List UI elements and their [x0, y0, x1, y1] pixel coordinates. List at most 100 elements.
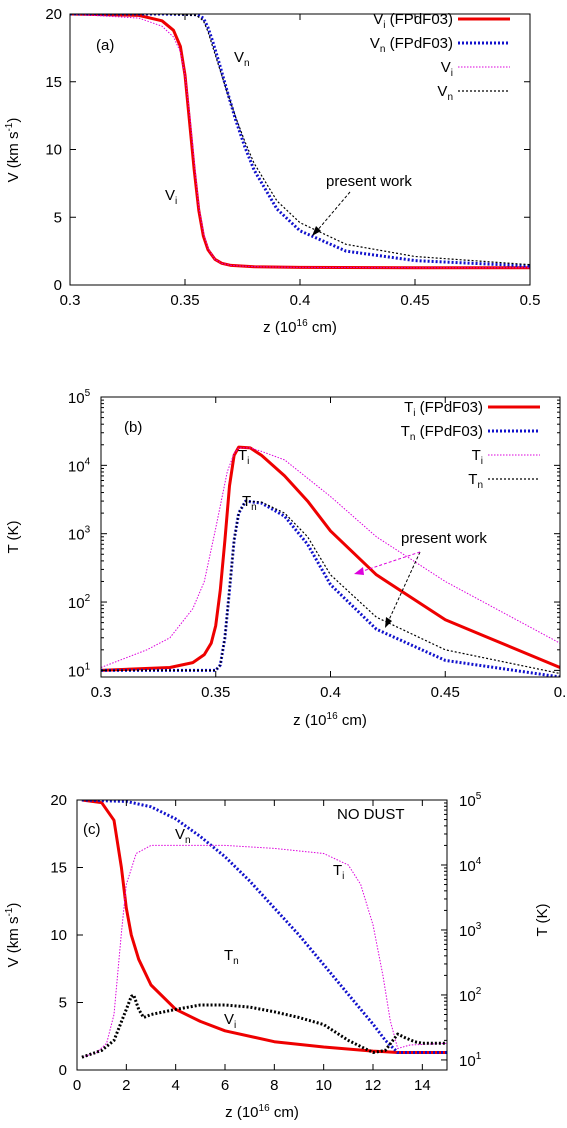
series-tn	[81, 993, 447, 1059]
tick-exp: 3	[85, 525, 91, 536]
x-label-text: z (10	[263, 319, 296, 336]
label-vi-sub: i	[234, 1020, 236, 1031]
series-ti-present	[101, 447, 560, 668]
series-vn	[81, 800, 447, 1054]
legend-entry-2-base: T	[401, 423, 410, 440]
x-tick-label: 0.35	[170, 292, 199, 309]
label-vn-base: V	[234, 49, 244, 66]
panel-a-frame	[69, 13, 531, 286]
x-tick-label: 0.35	[201, 684, 230, 701]
series-tn-fpdf03	[101, 499, 560, 677]
label-vi-base: V	[224, 1011, 234, 1028]
x-tick-label: 0.4	[290, 292, 311, 309]
x-tick-label: 8	[270, 1077, 278, 1094]
x-tick-label: 6	[221, 1077, 229, 1094]
legend-entry-3-base: V	[441, 59, 451, 76]
label-vi: Vi	[224, 1011, 236, 1031]
x-axis-label: z (1016 cm)	[225, 1103, 299, 1121]
tick-exp: 2	[85, 593, 91, 604]
label-vn-sub: n	[244, 58, 250, 69]
x-axis-label: z (1016 cm)	[293, 711, 367, 729]
x-tick-label: 0.3	[60, 292, 81, 309]
series-vi	[81, 800, 447, 1054]
legend-entry-1-base: T	[404, 399, 413, 416]
y-axis-label: V (km s-1)	[4, 903, 22, 968]
x-tick-label: 0.	[554, 684, 567, 701]
legend-entry-2-rest: (FPdF03)	[415, 423, 483, 440]
y2-tick-label: 101	[459, 1051, 482, 1070]
y2-axis-label: T (K)	[534, 903, 551, 936]
x-tick-label: 0.45	[431, 684, 460, 701]
y2-tick-label: 102	[459, 986, 482, 1005]
x-label-unit: cm)	[270, 1104, 299, 1121]
legend-entry-1-sub: i	[413, 408, 415, 419]
label-ti: Ti	[238, 447, 249, 467]
x-label-sup: 16	[327, 711, 339, 722]
legend-entry-4-sub: n	[447, 92, 453, 103]
y-tick-label: 104	[68, 456, 91, 475]
x-label-text: z (10	[293, 712, 326, 729]
y-tick-label: 5	[59, 995, 67, 1012]
legend-entry-1-rest: (FPdF03)	[415, 399, 483, 416]
y-tick-label: 20	[50, 792, 67, 809]
tick-exp: 4	[85, 456, 91, 467]
x-label-sup: 16	[259, 1103, 271, 1114]
tick-exp: 3	[476, 921, 482, 932]
y-label-end: )	[5, 903, 22, 908]
panel-b-frame	[100, 396, 561, 678]
label-tn-sub: n	[251, 502, 257, 513]
label-present-work: present work	[326, 173, 412, 190]
y-tick-label: 0	[59, 1062, 67, 1079]
tick-exp: 4	[476, 856, 482, 867]
y-label-end: )	[5, 118, 22, 123]
legend-entry-3-sub: i	[481, 456, 483, 467]
label-vn: Vn	[234, 49, 250, 69]
label-vi-sub: i	[175, 196, 177, 207]
y2-tick-label: 105	[459, 791, 482, 810]
present-work-arrow	[315, 191, 351, 233]
x-axis-label: z (1016 cm)	[263, 318, 337, 336]
x-label-unit: cm)	[338, 712, 367, 729]
no-dust-label: NO DUST	[337, 806, 405, 823]
present-work-arrow-ti	[359, 551, 421, 573]
x-tick-label: 2	[122, 1077, 130, 1094]
y-tick-label: 5	[54, 209, 62, 226]
label-ti: Ti	[333, 862, 344, 882]
y-label-text: V (km s	[5, 917, 22, 968]
tick-base: 10	[68, 527, 85, 544]
legend-entry-1-rest: (FPdF03)	[385, 11, 453, 28]
x-label-sup: 16	[297, 318, 309, 329]
series-ti	[81, 844, 447, 1058]
y-label-sup: -1	[4, 122, 15, 131]
series-tn-present	[101, 500, 560, 675]
tick-exp: 1	[476, 1051, 482, 1062]
legend-entry-1-base: V	[373, 11, 383, 28]
tick-base: 10	[68, 663, 85, 680]
panel-label: (a)	[96, 37, 114, 54]
y-label-sup: -1	[4, 907, 15, 916]
legend-entry-2: Vn (FPdF03)	[370, 35, 453, 55]
y-tick-label: 101	[68, 661, 91, 680]
label-tn-base: T	[224, 947, 233, 964]
arrow-head	[312, 226, 321, 236]
legend-entry-4: Tn	[468, 471, 483, 491]
arrow-head	[385, 617, 392, 628]
y-tick-label: 10	[50, 927, 67, 944]
x-label-text: z (10	[225, 1104, 258, 1121]
panel-label: (b)	[124, 419, 142, 436]
legend-entry-1: Vi (FPdF03)	[373, 11, 453, 31]
x-tick-label: 0	[73, 1077, 81, 1094]
label-ti-sub: i	[247, 456, 249, 467]
label-vi-base: V	[165, 187, 175, 204]
tick-exp: 5	[85, 388, 91, 399]
series-ti-fpdf03	[101, 445, 560, 672]
x-tick-label: 0.4	[320, 684, 341, 701]
tick-exp: 5	[476, 791, 482, 802]
arrow-head	[354, 567, 364, 575]
y2-tick-label: 104	[459, 856, 482, 875]
legend-entry-3: Ti	[472, 447, 483, 467]
tick-exp: 1	[85, 661, 91, 672]
label-ti-base: T	[333, 862, 342, 879]
legend-entry-2-sub: n	[380, 44, 386, 55]
